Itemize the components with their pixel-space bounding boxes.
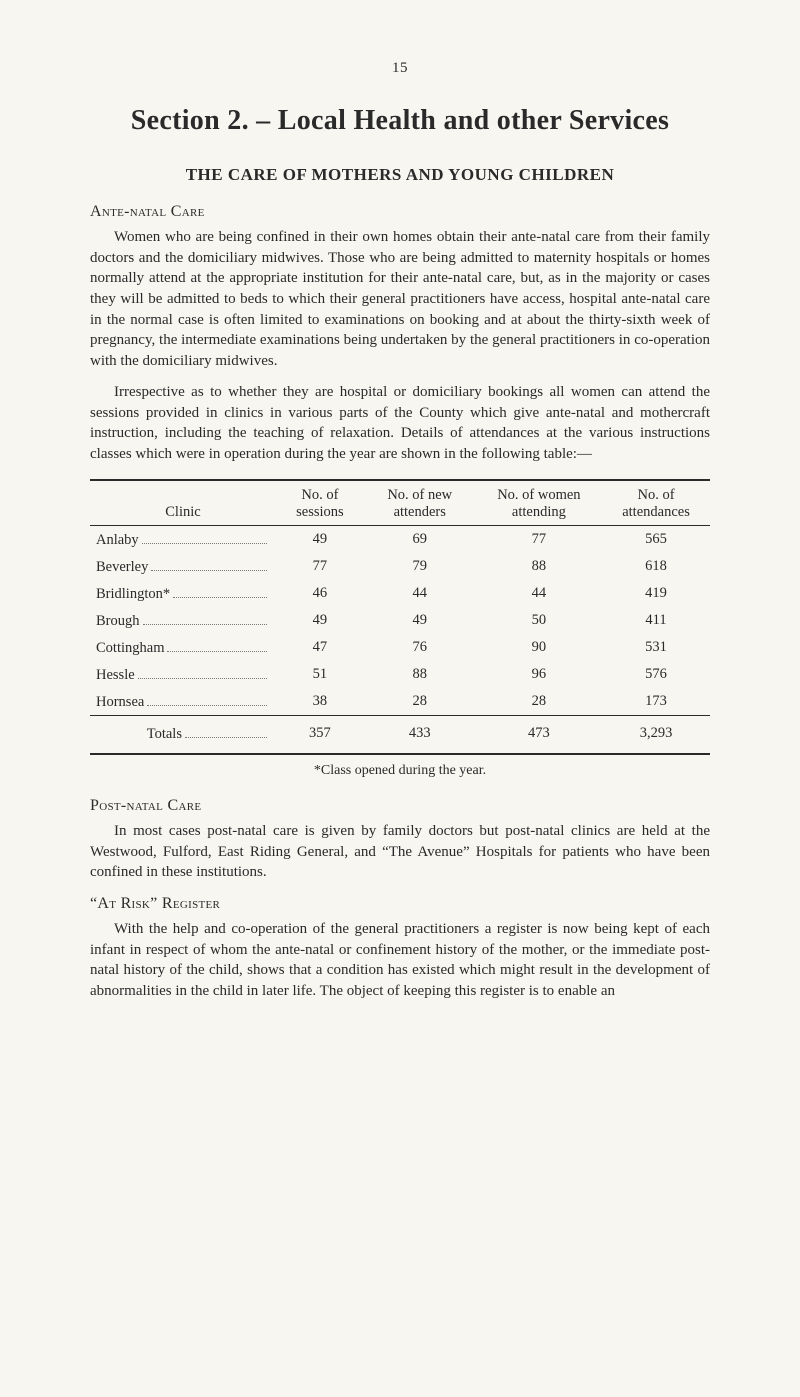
num-cell: 77	[476, 525, 602, 553]
clinic-name-cell: Beverley	[90, 553, 276, 580]
table-row: Cottingham 477690531	[90, 634, 710, 661]
totals-num-cell: 357	[276, 715, 364, 751]
paragraph-ante-2: Irrespective as to whether they are hosp…	[90, 382, 710, 465]
num-cell: 28	[364, 688, 476, 716]
num-cell: 38	[276, 688, 364, 716]
table-header-row: Clinic No. of sessions No. of new attend…	[90, 483, 710, 526]
clinic-label: Cottingham	[96, 640, 164, 657]
col-header-attendances: No. of attendances	[602, 483, 710, 526]
num-cell: 77	[276, 553, 364, 580]
col-header-women: No. of women attending	[476, 483, 602, 526]
col-header-new-attenders: No. of new attenders	[364, 483, 476, 526]
totals-label: Totals	[147, 726, 182, 743]
dot-leader	[167, 638, 267, 652]
clinic-name-cell: Bridlington*	[90, 580, 276, 607]
dot-leader	[142, 530, 267, 544]
totals-num-cell: 473	[476, 715, 602, 751]
num-cell: 419	[602, 580, 710, 607]
dot-leader	[147, 692, 267, 706]
paragraph-risk-1: With the help and co-operation of the ge…	[90, 919, 710, 1002]
clinic-label: Hornsea	[96, 694, 144, 711]
heading-postnatal: Post-natal Care	[90, 797, 710, 815]
clinic-name-cell: Cottingham	[90, 634, 276, 661]
num-cell: 28	[476, 688, 602, 716]
num-cell: 96	[476, 661, 602, 688]
clinic-label: Bridlington*	[96, 586, 170, 603]
num-cell: 618	[602, 553, 710, 580]
dot-leader	[185, 724, 267, 738]
col-header-sessions: No. of sessions	[276, 483, 364, 526]
num-cell: 47	[276, 634, 364, 661]
table-row: Anlaby 496977565	[90, 525, 710, 553]
num-cell: 49	[276, 525, 364, 553]
paragraph-post-1: In most cases post-natal care is given b…	[90, 821, 710, 883]
attendance-table: Clinic No. of sessions No. of new attend…	[90, 483, 710, 751]
col-header-clinic: Clinic	[90, 483, 276, 526]
clinic-label: Anlaby	[96, 532, 139, 549]
table-body: Anlaby496977565Beverley777988618Bridling…	[90, 525, 710, 751]
num-cell: 51	[276, 661, 364, 688]
num-cell: 44	[364, 580, 476, 607]
dot-leader	[143, 611, 268, 625]
paragraph-ante-1: Women who are being confined in their ow…	[90, 227, 710, 372]
dot-leader	[151, 557, 267, 571]
attendance-table-wrap: Clinic No. of sessions No. of new attend…	[90, 479, 710, 755]
num-cell: 173	[602, 688, 710, 716]
num-cell: 49	[276, 607, 364, 634]
totals-num-cell: 433	[364, 715, 476, 751]
clinic-name-cell: Brough	[90, 607, 276, 634]
num-cell: 88	[476, 553, 602, 580]
clinic-label: Beverley	[96, 559, 148, 576]
table-row: Bridlington*464444419	[90, 580, 710, 607]
heading-at-risk: “At Risk” Register	[90, 895, 710, 913]
section-title: Section 2. – Local Health and other Serv…	[90, 105, 710, 137]
table-row: Beverley 777988618	[90, 553, 710, 580]
clinic-name-cell: Hessle	[90, 661, 276, 688]
num-cell: 531	[602, 634, 710, 661]
table-row: Hessle 518896576	[90, 661, 710, 688]
num-cell: 576	[602, 661, 710, 688]
totals-row: Totals 3574334733,293	[90, 715, 710, 751]
page-number: 15	[90, 60, 710, 77]
num-cell: 46	[276, 580, 364, 607]
table-footnote: *Class opened during the year.	[90, 763, 710, 779]
num-cell: 411	[602, 607, 710, 634]
num-cell: 69	[364, 525, 476, 553]
num-cell: 565	[602, 525, 710, 553]
num-cell: 79	[364, 553, 476, 580]
clinic-label: Brough	[96, 613, 140, 630]
clinic-name-cell: Anlaby	[90, 525, 276, 553]
sub-title: THE CARE OF MOTHERS AND YOUNG CHILDREN	[90, 165, 710, 185]
document-page: 15 Section 2. – Local Health and other S…	[0, 0, 800, 1397]
num-cell: 88	[364, 661, 476, 688]
heading-antenatal: Ante-natal Care	[90, 203, 710, 221]
table-row: Brough494950411	[90, 607, 710, 634]
totals-num-cell: 3,293	[602, 715, 710, 751]
num-cell: 44	[476, 580, 602, 607]
num-cell: 50	[476, 607, 602, 634]
table-row: Hornsea382828173	[90, 688, 710, 716]
num-cell: 49	[364, 607, 476, 634]
totals-label-cell: Totals	[90, 715, 276, 751]
dot-leader	[173, 584, 267, 598]
clinic-name-cell: Hornsea	[90, 688, 276, 716]
num-cell: 90	[476, 634, 602, 661]
num-cell: 76	[364, 634, 476, 661]
dot-leader	[138, 665, 267, 679]
clinic-label: Hessle	[96, 667, 135, 684]
